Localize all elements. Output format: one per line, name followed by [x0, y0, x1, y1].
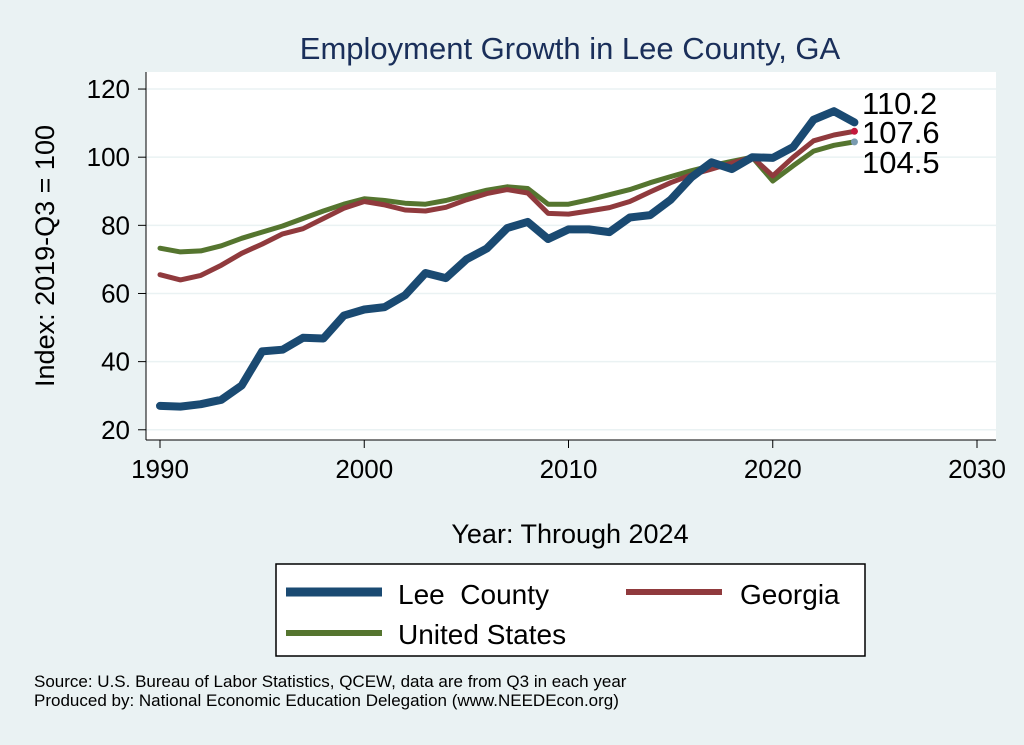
end-marker-georgia [850, 127, 858, 135]
x-axis-label: Year: Through 2024 [451, 519, 688, 549]
y-tick-label: 20 [101, 415, 130, 445]
series-line-lee [156, 107, 859, 411]
produced-by-text: Produced by: National Economic Education… [34, 691, 619, 710]
y-tick-label: 80 [101, 210, 130, 240]
end-marker-lee [850, 118, 858, 126]
end-label-lee: 110.2 [862, 86, 937, 121]
y-tick-label: 60 [101, 278, 130, 308]
legend-label-georgia: Georgia [740, 579, 840, 610]
y-axis-label: Index: 2019-Q3 = 100 [30, 125, 60, 387]
x-tick-label: 1990 [131, 454, 189, 484]
source-notes: Source: U.S. Bureau of Labor Statistics,… [34, 672, 626, 710]
end-label-georgia: 107.6 [862, 115, 940, 150]
x-tick-label: 2030 [948, 454, 1006, 484]
end-label-us: 104.5 [862, 145, 940, 180]
y-tick-label: 120 [87, 74, 130, 104]
x-tick-label: 2010 [540, 454, 598, 484]
y-tick-label: 100 [87, 142, 130, 172]
legend-box [275, 563, 866, 657]
y-axis-ticks: 20 40 60 80 100 120 [87, 74, 146, 445]
legend-label-us: United States [398, 619, 566, 650]
legend-label-lee: Lee County [398, 579, 549, 610]
legend: Lee County Georgia United States [275, 563, 866, 657]
x-axis-ticks: 1990 2000 2010 2020 2030 [131, 440, 1006, 484]
source-text: Source: U.S. Bureau of Labor Statistics,… [34, 672, 627, 691]
y-tick-label: 40 [101, 347, 130, 377]
x-tick-label: 2000 [335, 454, 393, 484]
end-marker-us [850, 138, 858, 146]
x-tick-label: 2020 [744, 454, 802, 484]
chart-title: Employment Growth in Lee County, GA [300, 31, 841, 66]
series-lines [156, 107, 859, 411]
